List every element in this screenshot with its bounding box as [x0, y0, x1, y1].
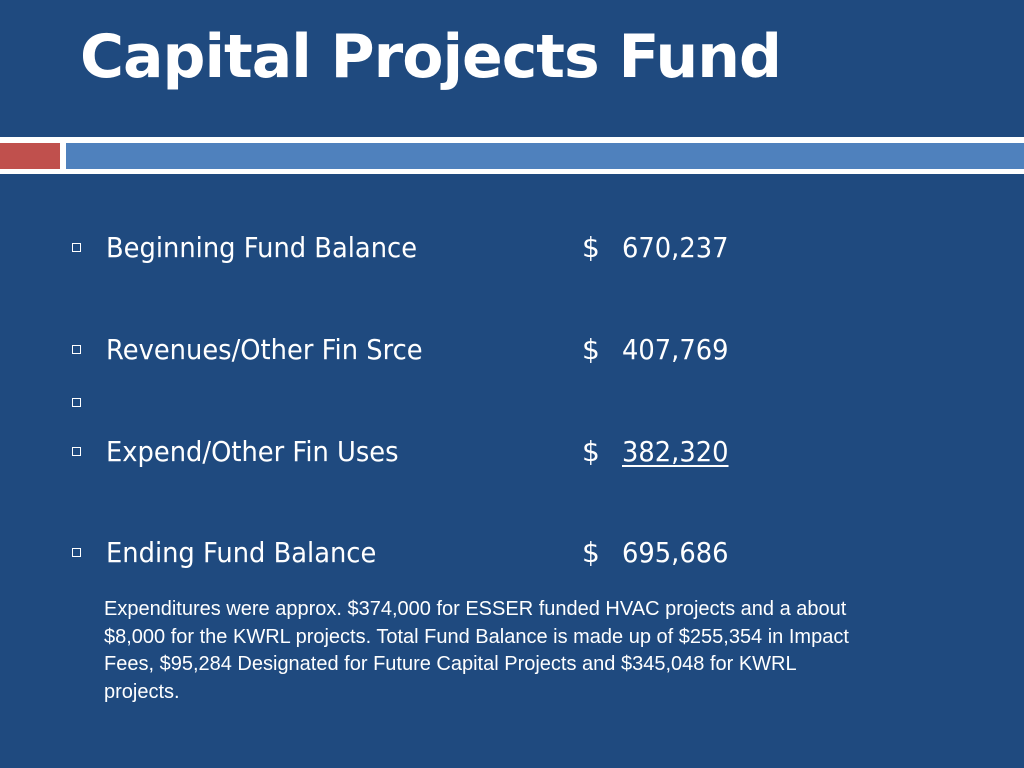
currency-symbol: $ — [582, 231, 600, 264]
bullet-icon — [72, 398, 81, 407]
bullet-icon — [72, 345, 81, 354]
row-label: Revenues/Other Fin Srce — [106, 333, 423, 366]
row-amount: 407,769 — [622, 333, 729, 366]
row-amount: 670,237 — [622, 231, 729, 264]
fund-row-ending-balance: Ending Fund Balance $ 695,686 — [0, 533, 1024, 573]
slide-title: Capital Projects Fund — [80, 22, 782, 92]
currency-symbol: $ — [582, 435, 600, 468]
row-amount: 695,686 — [622, 536, 729, 569]
currency-symbol: $ — [582, 333, 600, 366]
currency-symbol: $ — [582, 536, 600, 569]
divider-accent-blue — [66, 143, 1024, 169]
fund-row-empty — [0, 383, 1024, 423]
divider-accent-red — [0, 143, 60, 169]
fund-row-beginning-balance: Beginning Fund Balance $ 670,237 — [0, 228, 1024, 268]
bullet-icon — [72, 243, 81, 252]
row-label: Beginning Fund Balance — [106, 231, 418, 264]
row-amount: 382,320 — [622, 435, 729, 468]
row-label: Ending Fund Balance — [106, 536, 377, 569]
row-label: Expend/Other Fin Uses — [106, 435, 399, 468]
fund-row-expenditures: Expend/Other Fin Uses $ 382,320 — [0, 432, 1024, 472]
bullet-icon — [72, 548, 81, 557]
bullet-icon — [72, 447, 81, 456]
explanatory-note: Expenditures were approx. $374,000 for E… — [104, 598, 849, 703]
fund-row-revenues: Revenues/Other Fin Srce $ 407,769 — [0, 330, 1024, 370]
